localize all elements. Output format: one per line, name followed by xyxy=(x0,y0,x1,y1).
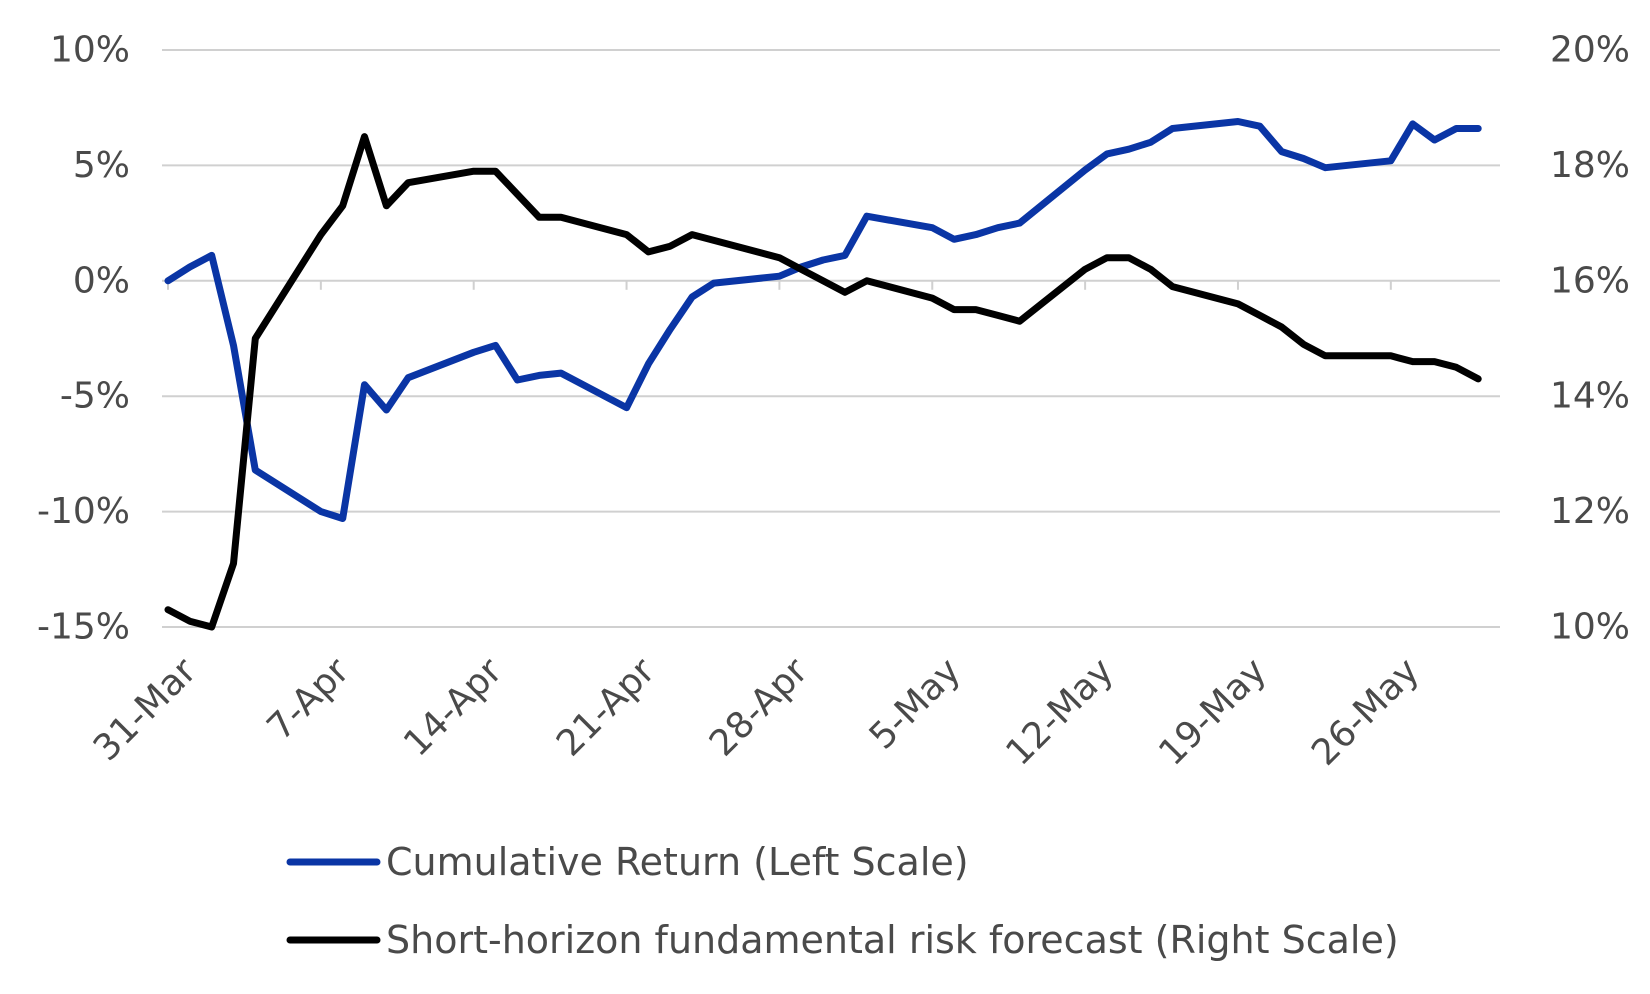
left-axis-tick-label: -10% xyxy=(37,491,130,532)
series-line-cumulative-return xyxy=(164,118,1482,522)
right-axis-tick-label: 18% xyxy=(1550,145,1630,186)
series-lines xyxy=(164,118,1482,631)
legend: Cumulative Return (Left Scale) Short-hori… xyxy=(286,840,1399,962)
left-axis-tick-label: -15% xyxy=(37,607,130,648)
x-axis-tick-label: 14-Apr xyxy=(396,650,510,764)
legend-item-risk-forecast: Short-horizon fundamental risk forecast … xyxy=(286,918,1399,962)
series-line-risk-forecast xyxy=(164,133,1482,631)
right-axis-tick-label: 16% xyxy=(1550,260,1630,301)
right-axis-tick-label: 14% xyxy=(1550,376,1630,417)
left-axis: -15% -10% -5% 0% 5% 10% xyxy=(37,30,130,648)
legend-label: Cumulative Return (Left Scale) xyxy=(386,840,969,884)
right-axis-tick-label: 20% xyxy=(1550,30,1630,71)
left-axis-tick-label: 0% xyxy=(73,260,130,301)
gridlines xyxy=(162,49,1500,628)
x-axis-tick-label: 26-May xyxy=(1304,650,1427,773)
right-axis: 10% 12% 14% 16% 18% 20% xyxy=(1550,30,1630,648)
x-axis-tick-label: 12-May xyxy=(998,650,1121,773)
x-axis-tick-label: 28-Apr xyxy=(702,650,816,764)
x-axis-tick-label: 21-Apr xyxy=(549,650,663,764)
legend-item-cumulative-return: Cumulative Return (Left Scale) xyxy=(286,840,969,884)
x-axis-tick-label: 5-May xyxy=(862,650,969,757)
left-axis-tick-label: 10% xyxy=(50,30,130,71)
right-axis-tick-label: 10% xyxy=(1550,607,1630,648)
left-axis-tick-label: -5% xyxy=(60,376,130,417)
x-axis-tick-label: 19-May xyxy=(1151,650,1274,773)
x-axis-labels: 31-Mar 7-Apr 14-Apr 21-Apr 28-Apr 5-May 12-May… xyxy=(86,650,1427,773)
right-axis-tick-label: 12% xyxy=(1550,491,1630,532)
legend-label: Short-horizon fundamental risk forecast … xyxy=(386,918,1399,962)
left-axis-tick-label: 5% xyxy=(73,145,130,186)
x-axis-tick-label: 31-Mar xyxy=(86,650,205,769)
x-axis-ticks xyxy=(167,280,1392,290)
x-axis-tick-label: 7-Apr xyxy=(259,650,357,748)
